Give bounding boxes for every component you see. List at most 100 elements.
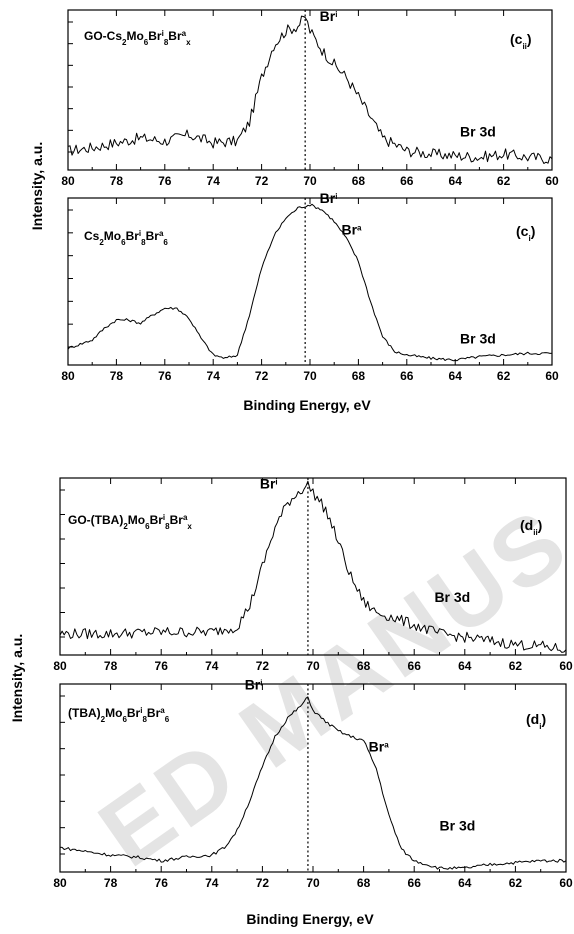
title-part: a (159, 229, 164, 238)
title-part: 6 (121, 238, 126, 247)
y-axis-title-top: Intensity, a.u. (29, 142, 45, 230)
title-part: x (187, 522, 192, 531)
title-part: 8 (142, 715, 147, 724)
sample-title: Cs2Mo6Bri8Bra6 (84, 229, 168, 247)
title-part: Cs (84, 229, 100, 243)
x-tick-label: 80 (61, 174, 75, 188)
x-axis-title-bottom: Binding Energy, eV (246, 911, 374, 927)
panel-label-sub: ii (533, 528, 537, 537)
annotation-sup: i (335, 10, 337, 19)
title-part: Br (150, 513, 164, 527)
title-part: Mo (104, 229, 121, 243)
annotation-text: Br 3d (460, 330, 496, 346)
x-tick-label: 62 (497, 174, 511, 188)
x-tick-label: 68 (357, 659, 371, 673)
x-tick-label: 74 (205, 659, 219, 673)
peak-label-br3d: Br 3d (434, 589, 470, 605)
x-tick-label: 64 (458, 659, 472, 673)
spectrum-line (59, 480, 567, 653)
spectrum-line (67, 15, 553, 164)
panel-label: (di) (526, 711, 546, 731)
title-part: 2 (122, 38, 127, 47)
title-part: Br (170, 513, 184, 527)
sample-title: GO-(TBA)2Mo6Bri8Brax (68, 513, 192, 531)
x-tick-label: 80 (61, 369, 75, 383)
panels-group: 80 78 76 74 72 70 68 66 64 62 60GO-Cs2Mo6Bri8Brax(… (53, 8, 573, 890)
title-part: a (160, 706, 165, 715)
x-tick-label: 60 (559, 876, 573, 890)
annotation-text: Br 3d (460, 123, 496, 139)
spectrum-line (67, 203, 553, 362)
spectrum-line (59, 696, 567, 870)
annotation-sup: i (335, 192, 337, 201)
sample-title: (TBA)2Mo6Bri8Bra6 (68, 706, 170, 724)
panel-dii: 80 78 76 74 72 70 68 66 64 62 60GO-(TBA)2Mo6Bri8Br… (53, 476, 573, 673)
title-part: i (163, 513, 165, 522)
panel-label: (cii) (510, 31, 532, 51)
x-tick-label: 68 (357, 876, 371, 890)
panel-label: (ci) (516, 223, 535, 243)
x-tick-label: 62 (497, 369, 511, 383)
title-part: Br (146, 229, 160, 243)
panel-cii: 80 78 76 74 72 70 68 66 64 62 60GO-Cs2Mo6Bri8Brax(… (61, 8, 559, 188)
x-tick-label: 66 (408, 876, 422, 890)
title-part: Mo (105, 706, 122, 720)
x-tick-label: 76 (158, 369, 172, 383)
panel-label-sub: i (539, 722, 541, 731)
panel-label-main: (d (526, 711, 539, 727)
title-part: a (183, 513, 188, 522)
title-part: 2 (101, 715, 106, 724)
title-part: (TBA) (68, 706, 101, 720)
title-part: Br (148, 29, 162, 43)
y-axis-title-bottom: Intensity, a.u. (9, 634, 25, 722)
title-part: 6 (145, 522, 150, 531)
x-tick-label: 68 (352, 174, 366, 188)
x-tick-label: 78 (110, 174, 124, 188)
x-axis-title-top: Binding Energy, eV (243, 397, 371, 413)
title-part: 6 (122, 715, 127, 724)
panel-label-close: ) (538, 517, 543, 533)
peak-label-br-interior: Bri (320, 190, 338, 206)
peak-label-br3d: Br 3d (460, 330, 496, 346)
title-part: 2 (123, 522, 128, 531)
x-tick-label: 60 (559, 659, 573, 673)
annotation-text: Br (245, 677, 261, 693)
annotation-text: Br (260, 476, 276, 492)
x-tick-label: 72 (255, 369, 269, 383)
x-tick-label: 70 (303, 174, 317, 188)
annotation-text: Br (320, 8, 336, 24)
panel-label-main: (c (510, 31, 523, 47)
panel-label-main: (c (516, 223, 529, 239)
panel-label-sub: ii (522, 42, 526, 51)
annotation-sup: i (275, 477, 277, 486)
x-tick-label: 80 (53, 876, 67, 890)
x-tick-label: 74 (207, 369, 221, 383)
annotation-text: Br (341, 222, 357, 238)
annotation-sup: i (260, 678, 262, 687)
x-tick-label: 60 (545, 174, 559, 188)
panel-label-main: (d (520, 517, 533, 533)
x-tick-label: 68 (352, 369, 366, 383)
x-tick-label: 66 (408, 659, 422, 673)
panel-label-close: ) (531, 223, 536, 239)
title-part: x (186, 38, 191, 47)
x-tick-label: 80 (53, 659, 67, 673)
x-tick-label: 64 (449, 174, 463, 188)
annotation-text: Br (369, 739, 385, 755)
peak-label-br-apical: Bra (369, 739, 390, 755)
title-part: 6 (165, 715, 170, 724)
peak-label-br-apical: Bra (341, 222, 362, 238)
watermark-text: ED MANUS (81, 488, 574, 888)
peak-label-br-interior: Bri (320, 8, 338, 24)
annotation-sup: a (384, 740, 389, 749)
x-tick-label: 62 (509, 876, 523, 890)
x-tick-label: 76 (158, 174, 172, 188)
x-tick-label: 64 (449, 369, 463, 383)
annotation-text: Br 3d (434, 589, 470, 605)
title-part: 8 (141, 238, 146, 247)
panel-label-close: ) (527, 31, 532, 47)
panel-label: (dii) (520, 517, 542, 537)
title-part: 8 (165, 522, 170, 531)
title-part: GO-Cs (84, 29, 122, 43)
